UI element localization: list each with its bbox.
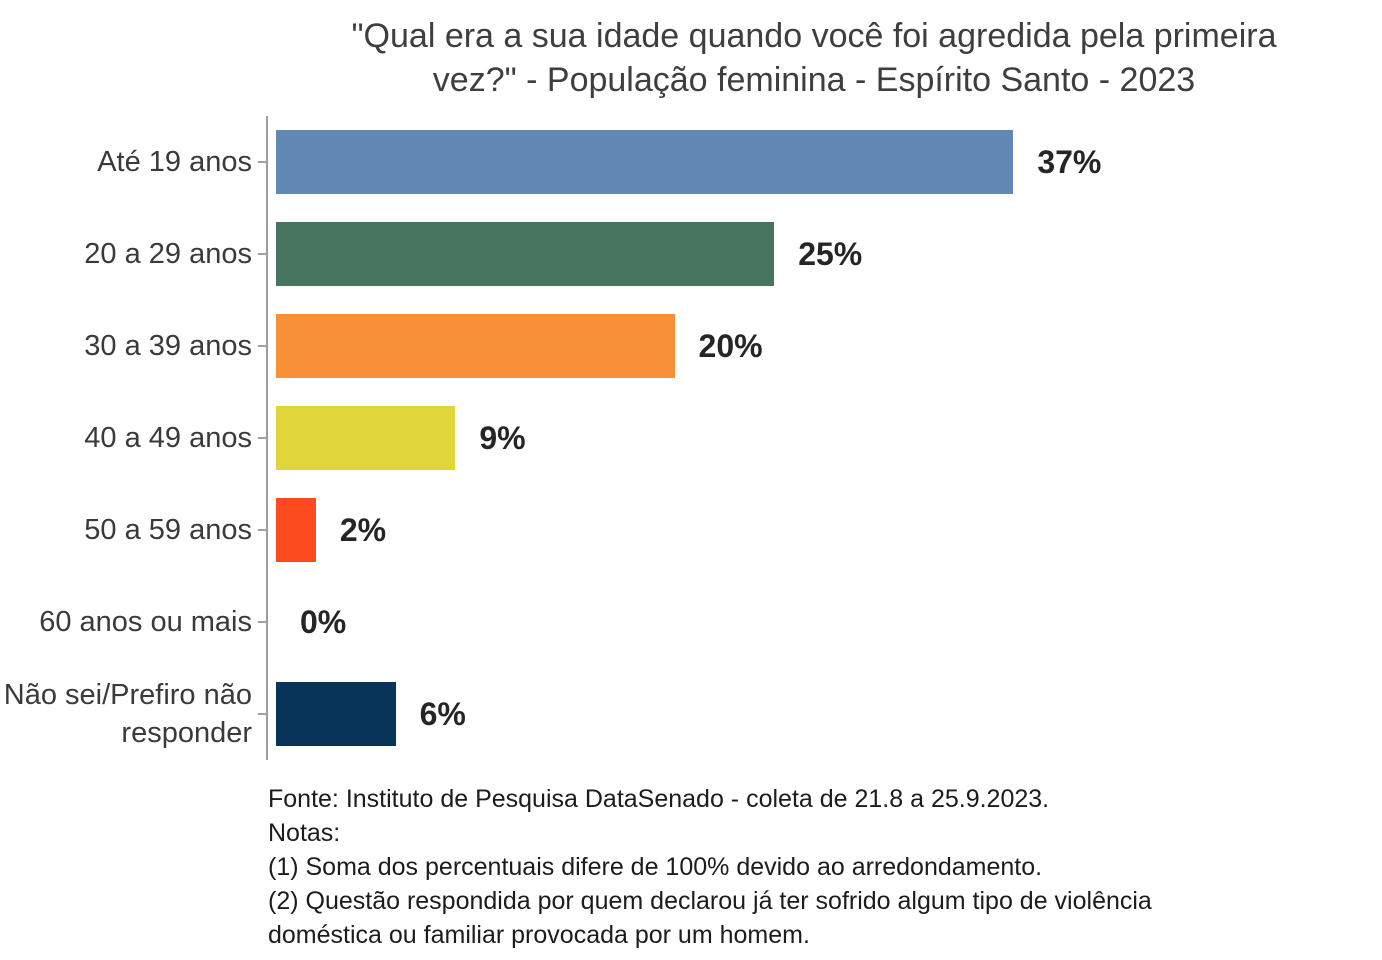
bar xyxy=(276,130,1014,194)
value-label: 9% xyxy=(479,419,526,456)
value-label: 0% xyxy=(300,603,347,640)
chart-title: "Qual era a sua idade quando você foi ag… xyxy=(246,0,1382,102)
axis-tick-mark xyxy=(258,713,266,715)
value-label: 25% xyxy=(798,235,863,272)
chart-row: 60 anos ou mais 0% xyxy=(0,576,1382,668)
chart-title-line-1: "Qual era a sua idade quando você foi ag… xyxy=(351,17,1277,55)
notes-heading: Notas: xyxy=(268,819,341,847)
plot-area: 37% xyxy=(266,116,1382,208)
axis-tick-mark xyxy=(258,529,266,531)
chart-notes: Fonte: Instituto de Pesquisa DataSenado … xyxy=(268,782,1328,952)
category-label: 60 anos ou mais xyxy=(39,606,252,638)
plot-area: 6% xyxy=(266,668,1382,760)
note-1: (1) Soma dos percentuais difere de 100% … xyxy=(268,853,1043,881)
value-label: 20% xyxy=(698,327,763,364)
bar xyxy=(276,498,316,562)
plot-area: 25% xyxy=(266,208,1382,300)
category-label: 50 a 59 anos xyxy=(84,514,252,546)
chart-row: 50 a 59 anos 2% xyxy=(0,484,1382,576)
chart-row: 30 a 39 anos 20% xyxy=(0,300,1382,392)
chart-row: Não sei/Prefiro não responder 6% xyxy=(0,668,1382,760)
plot-area: 2% xyxy=(266,484,1382,576)
bar xyxy=(276,406,456,470)
chart-rows: Até 19 anos 37% 20 a 29 anos 25% 30 a 39 ano… xyxy=(0,116,1382,760)
axis-tick-mark xyxy=(258,253,266,255)
chart-row: 20 a 29 anos 25% xyxy=(0,208,1382,300)
plot-area: 0% xyxy=(266,576,1382,668)
category-label: 40 a 49 anos xyxy=(84,422,252,454)
plot-area: 9% xyxy=(266,392,1382,484)
chart-title-line-2: vez?" - População feminina - Espírito Sa… xyxy=(432,61,1196,99)
source-note: Fonte: Instituto de Pesquisa DataSenado … xyxy=(268,785,1050,813)
axis-tick-mark xyxy=(258,161,266,163)
chart-row: 40 a 49 anos 9% xyxy=(0,392,1382,484)
axis-tick-mark xyxy=(258,621,266,623)
bar xyxy=(276,682,396,746)
note-2-line-1: (2) Questão respondida por quem declarou… xyxy=(268,887,1152,915)
value-label: 6% xyxy=(419,695,466,732)
category-label: Até 19 anos xyxy=(97,146,252,178)
chart-row: Até 19 anos 37% xyxy=(0,116,1382,208)
bar xyxy=(276,222,775,286)
note-2-line-2: doméstica ou familiar provocada por um h… xyxy=(268,921,810,949)
category-label: Não sei/Prefiro não responder xyxy=(3,679,252,749)
value-label: 37% xyxy=(1037,143,1102,180)
bar-chart: Até 19 anos 37% 20 a 29 anos 25% 30 a 39 ano… xyxy=(0,116,1382,760)
bar xyxy=(276,314,675,378)
y-axis-line xyxy=(266,116,268,760)
category-label: 20 a 29 anos xyxy=(84,238,252,270)
axis-tick-mark xyxy=(258,437,266,439)
category-label: 30 a 39 anos xyxy=(84,330,252,362)
value-label: 2% xyxy=(339,511,387,548)
axis-tick-mark xyxy=(258,345,266,347)
plot-area: 20% xyxy=(266,300,1382,392)
